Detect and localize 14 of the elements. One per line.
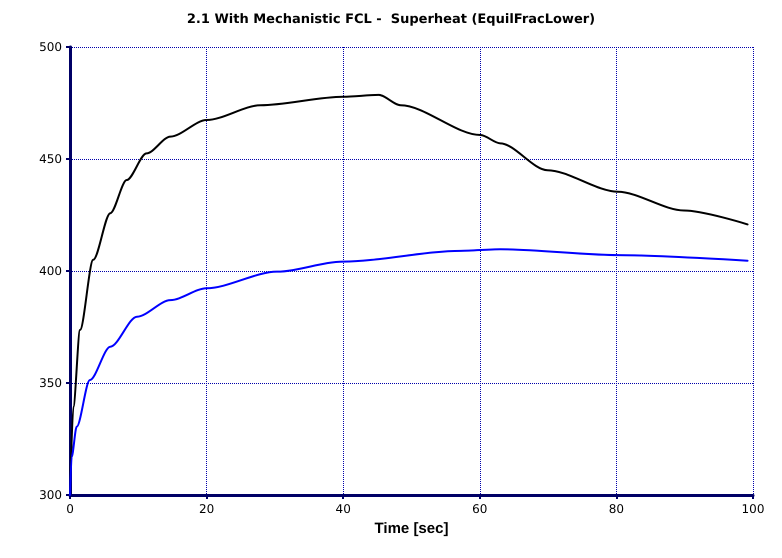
x-tick-label: 40 [336,502,351,516]
x-axis-title: Time [sec] [374,520,448,537]
y-tick-label: 350 [39,376,62,390]
x-tick-label: 100 [742,502,764,516]
x-tick-label: 60 [472,502,488,516]
line-series [69,248,749,496]
y-tick-label: 300 [39,488,62,502]
x-tick-label: 80 [608,502,624,516]
chart-title: 2.1 With Mechanistic FCL - Superheat (EquilFracLower) [186,12,596,27]
x-tick-label: 0 [66,502,74,516]
y-tick-label: 450 [39,152,62,166]
y-tick-label: 400 [39,264,62,278]
x-tick-label: 20 [198,502,214,516]
y-tick-label: 500 [39,40,62,54]
